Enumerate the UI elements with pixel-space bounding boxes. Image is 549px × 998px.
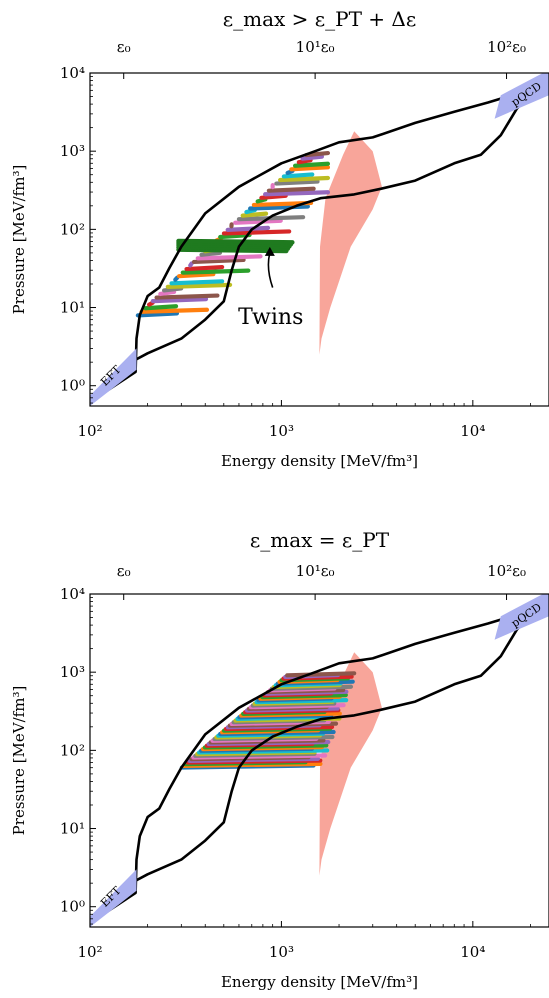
y-tick-label: 10³ (60, 663, 85, 681)
top-tick-label: 10²ε₀ (487, 562, 526, 580)
eos-strand (277, 175, 331, 183)
twins-strand (176, 238, 295, 245)
eos-strand (304, 150, 331, 158)
eos-strand (285, 671, 357, 678)
x-tick-label: 10⁴ (460, 943, 485, 961)
chart-title: ε_max > ε_PT + Δε (223, 7, 416, 31)
eos-strand (289, 165, 331, 172)
y-tick-label: 10² (60, 741, 85, 759)
y-axis-label: Pressure [MeV/fm³] (10, 686, 28, 836)
eos-strand (281, 172, 315, 179)
eos-strand (225, 225, 271, 232)
twins-arrow (267, 252, 274, 288)
twins-annotation: Twins (238, 305, 303, 330)
plot-frame (89, 593, 549, 928)
eos-strand (154, 293, 220, 300)
y-tick-label: 10¹ (60, 820, 85, 838)
y-tick-label: 10⁴ (60, 64, 85, 82)
eos-strand (150, 296, 209, 304)
pt-region (319, 131, 382, 355)
eos-strand (199, 250, 223, 257)
plot-frame (89, 72, 549, 407)
y-tick-label: 10¹ (60, 299, 85, 317)
eos-strand (139, 307, 210, 314)
y-tick-label: 10⁰ (60, 377, 85, 395)
eos-strand (143, 304, 179, 311)
y-tick-label: 10⁰ (60, 898, 85, 916)
eos-strand (135, 311, 180, 318)
eos-strand (165, 282, 233, 289)
x-tick-label: 10³ (269, 422, 294, 440)
pqcd-band (494, 73, 549, 119)
top-tick-label: ε₀ (117, 562, 131, 580)
eos-strand (300, 154, 325, 161)
envelope-lower (90, 77, 549, 403)
x-tick-label: 10² (77, 943, 102, 961)
eft-band (90, 869, 137, 927)
y-axis-label: Pressure [MeV/fm³] (10, 165, 28, 315)
eos-strand (240, 211, 269, 218)
x-tick-label: 10² (77, 422, 102, 440)
x-tick-label: 10⁴ (460, 422, 485, 440)
twins-arrow-head (264, 246, 275, 256)
y-tick-label: 10³ (60, 142, 85, 160)
eos-strand (292, 161, 331, 168)
eos-strand (248, 204, 310, 211)
eos-strand (296, 158, 313, 165)
eos-strand (221, 229, 292, 236)
eos-strand (266, 186, 316, 193)
eos-strand (218, 232, 252, 240)
y-tick-label: 10² (60, 220, 85, 238)
eos-strand (180, 268, 251, 275)
eos-strand (274, 179, 320, 186)
eos-strand (173, 275, 180, 282)
eos-strand (158, 289, 177, 297)
eos-strand (184, 264, 225, 272)
eos-strand (195, 254, 263, 261)
eos-strand (233, 218, 283, 225)
eos-strand (169, 279, 225, 286)
top-tick-label: 10²ε₀ (487, 38, 526, 56)
pqcd-band (494, 594, 549, 640)
top-tick-label: 10¹ε₀ (296, 562, 335, 580)
eos-strand (176, 272, 216, 279)
eos-strand (188, 261, 194, 268)
x-axis-label: Energy density [MeV/fm³] (221, 452, 418, 470)
x-axis-label: Energy density [MeV/fm³] (221, 973, 418, 991)
y-tick-label: 10⁴ (60, 585, 85, 603)
eos-strand (259, 193, 288, 200)
envelope-upper (90, 77, 549, 403)
eos-strand (161, 286, 184, 293)
envelope-upper (90, 598, 549, 924)
eos-strand (263, 190, 331, 197)
x-tick-label: 10³ (269, 943, 294, 961)
top-tick-label: ε₀ (117, 38, 131, 56)
eft-band (90, 348, 137, 406)
envelope-lower (90, 598, 549, 924)
top-tick-label: 10¹ε₀ (296, 38, 335, 56)
eos-strand (255, 197, 268, 204)
chart-title: ε_max = ε_PT (250, 528, 390, 552)
